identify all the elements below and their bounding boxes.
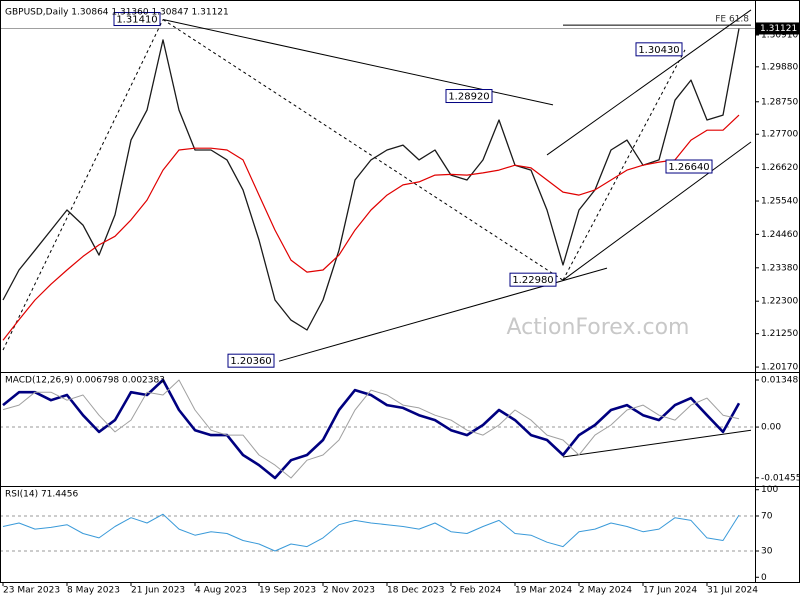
annotation-label: 1.30430 xyxy=(638,45,679,56)
series-line xyxy=(2,379,740,479)
y-tick-label: 1.28750 xyxy=(761,97,798,107)
series-line xyxy=(2,28,740,331)
x-tick-label: 8 May 2023 xyxy=(67,586,120,596)
y-tick-label: 1.21250 xyxy=(761,329,798,339)
trendline xyxy=(546,9,752,156)
x-tick-label: 2 Feb 2024 xyxy=(451,586,502,596)
trendline xyxy=(562,49,686,281)
annotation-label: 1.20360 xyxy=(230,356,271,367)
y-tick-label: -0.014554 xyxy=(761,473,800,483)
series-line xyxy=(2,378,741,480)
last-price-label: 1.31121 xyxy=(760,24,797,34)
y-tick-label: 0.013489 xyxy=(761,376,800,386)
annotation-box xyxy=(227,353,275,368)
series-line xyxy=(2,513,740,552)
panel-header: RSI(14) 71.4456 xyxy=(5,490,78,500)
x-tick-label: 2 May 2024 xyxy=(579,586,632,596)
x-tick-label: 23 Mar 2023 xyxy=(3,586,60,596)
trendline-label: FE 61.8 xyxy=(715,15,749,25)
y-tick-label: 1.27700 xyxy=(761,130,798,140)
y-tick-label: 1.29880 xyxy=(761,62,798,72)
y-tick-label: 30 xyxy=(761,547,773,557)
watermark: ActionForex.com xyxy=(507,315,690,340)
y-tick-label: 1.22300 xyxy=(761,297,798,307)
y-tick-label: 70 xyxy=(761,511,773,521)
y-tick-label: 1.26620 xyxy=(761,163,798,173)
panel-header: GBPUSD,Daily 1.30864 1.31360 1.30847 1.3… xyxy=(5,8,229,18)
y-tick-label: 1.30910 xyxy=(761,30,798,40)
y-tick-label: 1.23380 xyxy=(761,263,798,273)
x-tick-label: 21 Jun 2023 xyxy=(131,586,185,596)
y-tick-label: 1.25540 xyxy=(761,197,798,207)
y-tick-label: 0 xyxy=(761,573,767,583)
annotation-label: 1.22980 xyxy=(512,275,553,286)
series-line xyxy=(2,114,740,341)
annotation-box xyxy=(509,272,557,287)
annotation-box xyxy=(113,12,161,27)
x-tick-label: 19 Sep 2023 xyxy=(259,586,316,596)
x-tick-label: 2 Nov 2023 xyxy=(323,586,375,596)
trendline xyxy=(2,19,164,351)
annotation-box xyxy=(635,42,683,57)
last-price-box xyxy=(756,22,800,35)
trendline xyxy=(562,141,752,281)
annotation-box xyxy=(665,159,713,174)
x-tick-label: 31 Jul 2024 xyxy=(707,586,758,596)
y-tick-label: 0.00 xyxy=(761,423,781,433)
y-tick-label: 100 xyxy=(761,485,778,495)
annotation-box xyxy=(445,89,493,104)
y-tick-label: 1.24460 xyxy=(761,230,798,240)
y-tick-label: 1.20170 xyxy=(761,363,798,373)
trendline xyxy=(562,429,752,458)
x-tick-label: 18 Dec 2023 xyxy=(387,586,445,596)
annotation-label: 1.31410 xyxy=(116,15,157,26)
x-tick-label: 4 Aug 2023 xyxy=(195,586,247,596)
annotation-label: 1.26640 xyxy=(668,162,709,173)
x-tick-label: 17 Jun 2024 xyxy=(643,586,697,596)
annotation-label: 1.28920 xyxy=(448,92,489,103)
x-tick-label: 19 Mar 2024 xyxy=(515,586,572,596)
panel-header: MACD(12,26,9) 0.006798 0.002383 xyxy=(5,376,165,386)
trendline xyxy=(162,19,564,281)
